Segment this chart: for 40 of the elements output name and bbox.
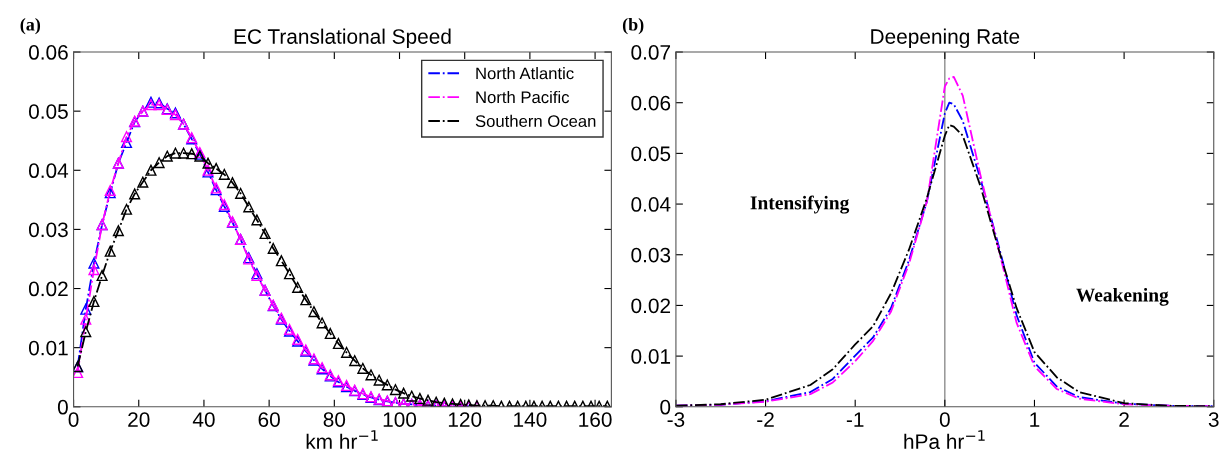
chart-title: EC Translational Speed (234, 28, 451, 49)
y-tick-label: 0.02 (631, 298, 671, 314)
x-tick-label: 0 (939, 412, 950, 427)
x-tick-label: 80 (323, 412, 346, 427)
x-axis-title: km hr$^{−1}$ (306, 430, 378, 449)
x-tick-label: 2 (1119, 412, 1129, 427)
y-tick-label: 0.07 (631, 45, 671, 60)
y-tick-label: 0.02 (28, 281, 68, 297)
legend-label: Southern Ocean (475, 114, 596, 128)
x-axis-title: hPa hr$^{−1}$ (904, 430, 985, 449)
x-tick-label: 160 (579, 412, 612, 427)
x-tick-label: 20 (128, 412, 150, 427)
y-tick-label: 0.03 (28, 222, 68, 238)
x-tick-label: 120 (448, 412, 482, 427)
legend-label: North Atlantic (476, 67, 574, 80)
y-tick-label: 0.01 (631, 349, 671, 364)
y-tick-label: 0.01 (28, 340, 68, 356)
x-tick-label: 140 (514, 412, 547, 427)
legend-label: North Pacific (476, 90, 570, 104)
annotation: Intensifying (750, 195, 850, 214)
x-tick-label: 100 (383, 412, 417, 427)
x-tick-label: 0 (68, 412, 79, 427)
x-tick-label: 3 (1208, 412, 1219, 427)
y-tick-label: 0.06 (28, 45, 68, 60)
annotation: Weakening (1076, 287, 1169, 306)
x-tick-label: 40 (192, 412, 215, 427)
x-tick-label: 60 (258, 412, 280, 427)
x-tick-label: 1 (1030, 412, 1040, 427)
y-tick-label: 0.03 (631, 247, 671, 263)
chart-title: Deepening Rate (871, 28, 1020, 49)
y-tick-label: 0 (57, 399, 68, 415)
text: (a) (20, 17, 41, 35)
text: (b) (622, 17, 644, 35)
x-tick-label: -2 (757, 412, 774, 427)
y-tick-label: 0.06 (631, 95, 671, 111)
y-tick-label: 0.05 (28, 104, 68, 119)
x-tick-label: -1 (846, 412, 864, 427)
y-tick-label: 0.04 (28, 163, 69, 179)
y-tick-label: 0.04 (631, 197, 671, 212)
y-tick-label: 0.05 (631, 146, 671, 162)
